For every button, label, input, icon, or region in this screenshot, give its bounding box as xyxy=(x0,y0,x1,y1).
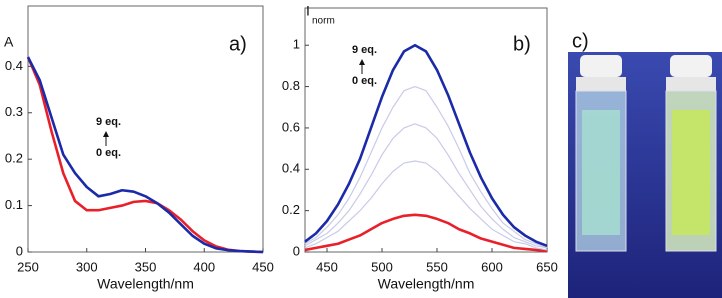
x-tick-label: 500 xyxy=(371,259,393,274)
legend-label: 0 eq. xyxy=(352,75,377,87)
y-tick-label: 0 xyxy=(16,243,23,258)
x-axis-title: Wavelength/nm xyxy=(97,276,194,292)
x-tick-label: 450 xyxy=(252,259,274,274)
y-axis-title: I xyxy=(306,3,310,19)
y-tick-label: 0.2 xyxy=(282,202,300,217)
x-tick-label: 250 xyxy=(17,259,39,274)
y-tick-label: 0.3 xyxy=(5,104,23,119)
solution-left xyxy=(582,110,620,235)
solution-right xyxy=(672,110,710,235)
plot-frame xyxy=(304,7,548,253)
y-tick-label: 0.4 xyxy=(282,161,300,176)
cuvette-cap xyxy=(580,55,622,77)
x-tick-label: 400 xyxy=(193,259,215,274)
legend-label: 0 eq. xyxy=(96,147,121,159)
cuvette-cap xyxy=(576,77,626,91)
y-axis-title: A xyxy=(4,34,14,50)
x-tick-label: 600 xyxy=(481,259,503,274)
y-tick-label: 0.2 xyxy=(5,151,23,166)
panel-label: c) xyxy=(572,30,589,52)
y-tick-label: 0.6 xyxy=(282,119,300,134)
series-line xyxy=(304,160,548,251)
x-tick-label: 300 xyxy=(76,259,98,274)
y-tick-label: 0.4 xyxy=(5,58,23,73)
photo: c) xyxy=(568,30,722,298)
x-tick-label: 350 xyxy=(135,259,157,274)
series-line xyxy=(304,85,548,249)
panel-label: a) xyxy=(229,33,247,55)
legend-label: 9 eq. xyxy=(352,44,377,56)
series-line xyxy=(26,56,264,254)
y-tick-label: 0.8 xyxy=(282,78,300,93)
y-tick-label: 0 xyxy=(293,243,300,258)
x-tick-label: 550 xyxy=(426,259,448,274)
panel-label: b) xyxy=(513,33,531,55)
legend-arrowhead xyxy=(359,59,365,65)
x-tick-label: 650 xyxy=(536,259,558,274)
y-axis-title-sub: norm xyxy=(312,16,335,27)
x-axis-title: Wavelength/nm xyxy=(378,276,475,292)
cuvette-cap xyxy=(666,77,716,91)
y-tick-label: 0.1 xyxy=(5,197,23,212)
legend-arrowhead xyxy=(103,131,109,137)
legend-label: 9 eq. xyxy=(96,116,121,128)
plot-frame xyxy=(27,5,264,253)
y-tick-label: 1 xyxy=(293,37,300,52)
series-line xyxy=(304,123,548,249)
x-tick-label: 450 xyxy=(316,259,338,274)
cuvette-cap xyxy=(670,55,712,77)
series-line xyxy=(304,213,548,253)
series-line xyxy=(304,43,548,248)
